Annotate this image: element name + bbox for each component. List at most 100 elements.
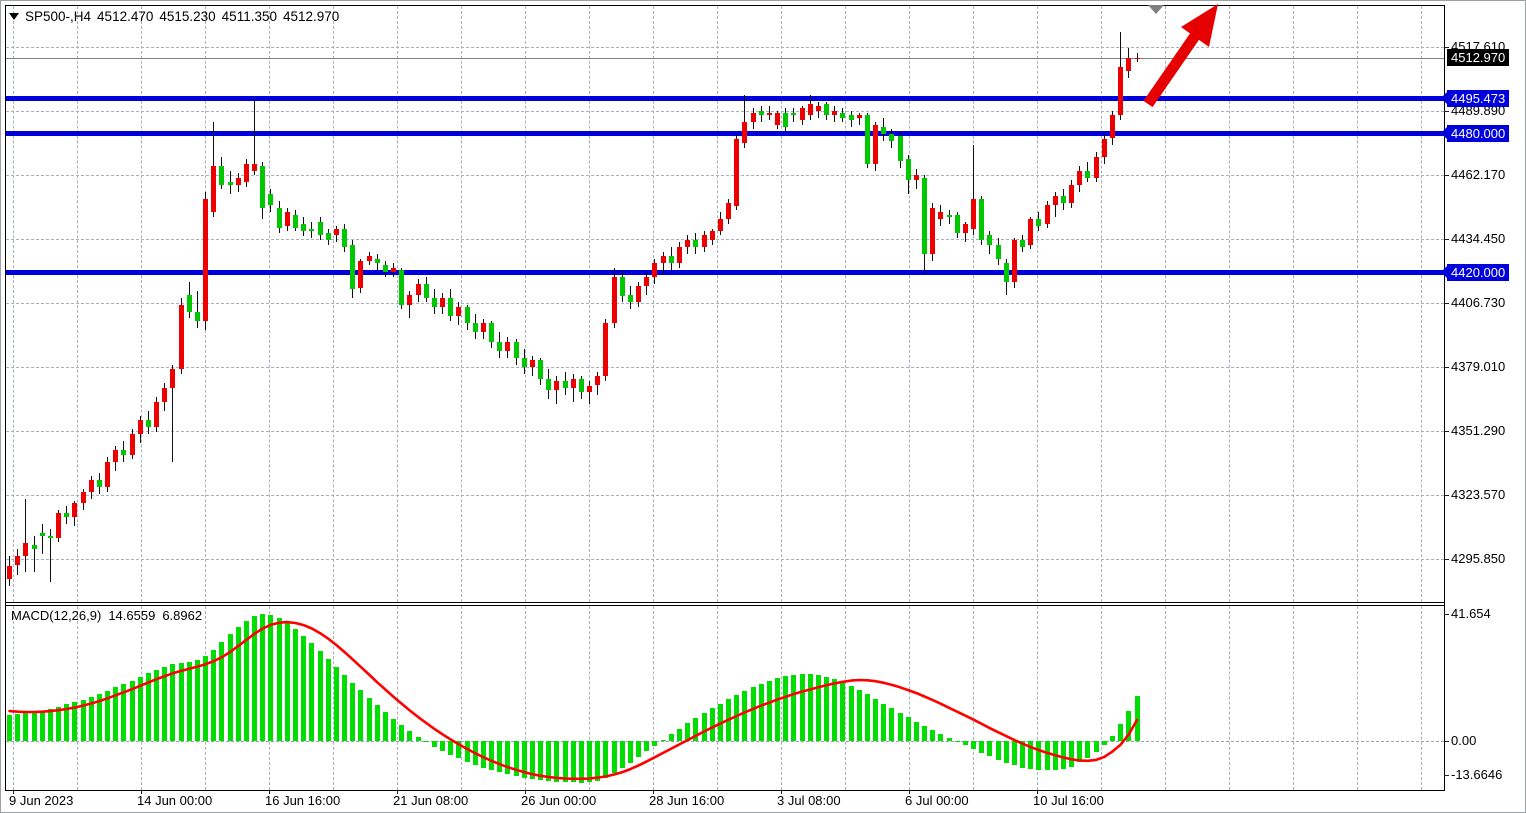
time-axis-label: 28 Jun 16:00 xyxy=(649,793,725,808)
current-price-tag: 4512.970 xyxy=(1447,49,1510,67)
price-axis-border xyxy=(1444,5,1445,791)
macd-histogram-bar xyxy=(1020,741,1026,768)
macd-histogram-bar xyxy=(292,628,298,741)
candle-body xyxy=(726,203,731,220)
macd-histogram-bar xyxy=(72,702,78,741)
macd-histogram-bar xyxy=(856,690,862,741)
candle-body xyxy=(505,341,511,351)
time-axis-label: 21 Jun 08:00 xyxy=(393,793,469,808)
macd-histogram-bar xyxy=(987,741,993,757)
candle-body xyxy=(652,263,658,277)
vertical-gridline xyxy=(1421,606,1422,790)
vertical-gridline xyxy=(717,6,718,602)
time-tick xyxy=(525,790,526,794)
horizontal-gridline xyxy=(6,47,1444,48)
macd-histogram-bar xyxy=(742,690,748,741)
candle-wick xyxy=(858,113,860,125)
level-price-tag: 4420.000 xyxy=(1440,263,1510,281)
horizontal-gridline xyxy=(6,239,1444,240)
macd-histogram-bar xyxy=(979,741,985,753)
candle-body xyxy=(186,295,192,312)
candle-body xyxy=(750,113,756,123)
candle-body xyxy=(88,480,94,492)
price-axis-label: 4434.450 xyxy=(1451,231,1506,246)
candle-body xyxy=(979,198,985,241)
candle-body xyxy=(154,401,160,428)
open-value: 4512.470 xyxy=(97,9,154,24)
macd-histogram-bar xyxy=(56,706,61,741)
macd-panel-bottom-border xyxy=(5,790,1445,791)
candle-body xyxy=(80,491,86,504)
macd-histogram-bar xyxy=(578,741,584,783)
candle-body xyxy=(644,277,650,287)
candle-body xyxy=(791,113,797,116)
price-axis-label: 4462.170 xyxy=(1451,167,1506,182)
time-axis-label: 10 Jul 16:00 xyxy=(1033,793,1104,808)
macd-histogram-bar xyxy=(660,739,666,741)
support-resistance-line[interactable] xyxy=(6,131,1444,137)
candle-body xyxy=(170,369,176,388)
support-resistance-line[interactable] xyxy=(6,95,1444,101)
macd-signal-value: 6.8962 xyxy=(162,608,203,623)
candle-body xyxy=(962,223,968,234)
level-price-tag: 4495.473 xyxy=(1440,89,1510,107)
vertical-gridline xyxy=(1037,6,1038,602)
candle-body xyxy=(1126,57,1132,72)
candle-body xyxy=(799,108,805,120)
time-tick xyxy=(397,790,398,794)
vertical-gridline xyxy=(1293,606,1294,790)
candle-body xyxy=(399,270,405,305)
candle-body xyxy=(121,450,127,455)
vertical-gridline xyxy=(717,606,718,790)
candle-body xyxy=(1101,138,1107,157)
macd-histogram-bar xyxy=(1093,741,1099,752)
macd-histogram-bar xyxy=(562,741,568,782)
candle-body xyxy=(317,221,323,236)
candle-body xyxy=(766,113,772,116)
macd-histogram-bar xyxy=(529,741,535,780)
candle-body xyxy=(1011,240,1017,282)
vertical-gridline xyxy=(1229,6,1230,602)
macd-histogram-bar xyxy=(162,666,168,741)
chart-shift-triangle-icon[interactable] xyxy=(1148,5,1164,14)
candle-body xyxy=(145,420,151,427)
candle-body xyxy=(595,376,601,386)
macd-histogram-bar xyxy=(366,697,372,741)
candle-body xyxy=(7,565,12,580)
vertical-gridline xyxy=(13,6,14,602)
macd-histogram-bar xyxy=(750,687,756,741)
symbol-dropdown-icon[interactable] xyxy=(9,13,19,20)
macd-histogram-bar xyxy=(758,683,764,741)
candle-body xyxy=(521,357,527,367)
candle-body xyxy=(235,177,241,185)
macd-histogram-bar xyxy=(693,718,699,741)
macd-histogram-bar xyxy=(309,642,315,741)
candle-body xyxy=(734,138,740,206)
candle-body xyxy=(848,115,854,120)
macd-histogram-bar xyxy=(815,675,821,741)
candle-body xyxy=(1036,219,1042,227)
horizontal-gridline xyxy=(6,367,1444,368)
price-axis-label: 4406.730 xyxy=(1451,295,1506,310)
candle-body xyxy=(350,244,356,289)
candle-body xyxy=(497,341,503,351)
macd-histogram-bar xyxy=(342,674,347,741)
candle-body xyxy=(15,556,21,566)
support-resistance-line[interactable] xyxy=(6,269,1444,275)
candle-body xyxy=(619,277,625,296)
candle-body xyxy=(56,512,61,538)
macd-histogram-bar xyxy=(284,623,290,741)
vertical-gridline xyxy=(13,606,14,790)
vertical-gridline xyxy=(1165,6,1166,602)
candle-body xyxy=(252,163,258,171)
macd-histogram-bar xyxy=(905,717,911,741)
candle-body xyxy=(529,360,535,367)
macd-histogram-bar xyxy=(1118,724,1124,741)
candle-body xyxy=(1093,156,1099,178)
candle-body xyxy=(129,434,135,455)
macd-histogram-bar xyxy=(913,721,919,741)
candle-body xyxy=(676,247,682,264)
macd-histogram-bar xyxy=(80,699,86,741)
candle-body xyxy=(358,260,364,289)
